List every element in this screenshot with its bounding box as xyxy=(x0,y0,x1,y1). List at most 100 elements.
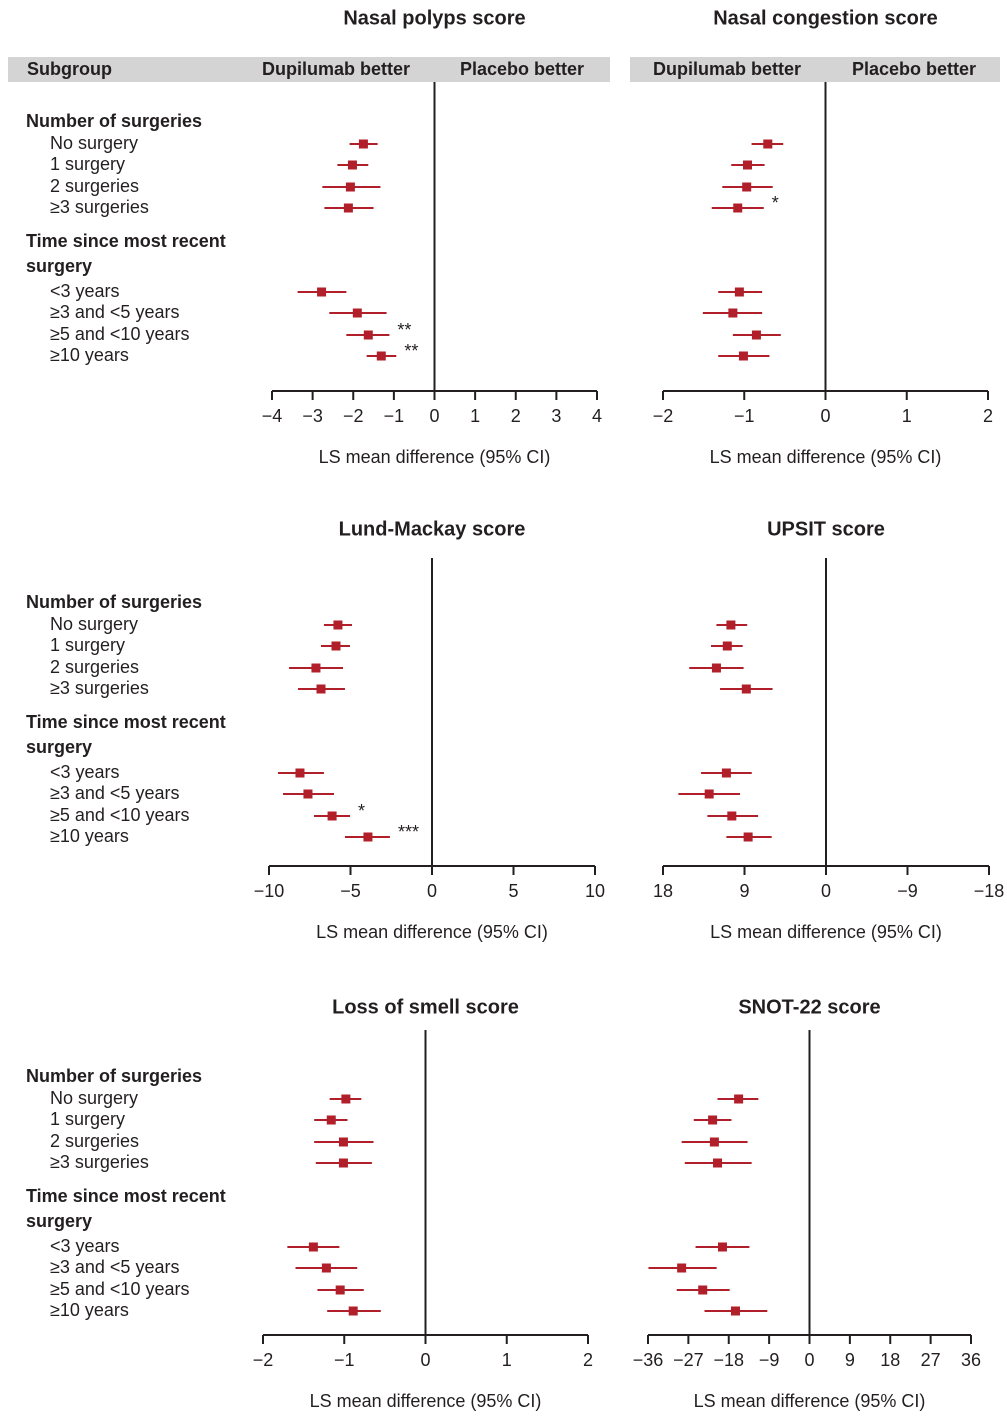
point-estimate xyxy=(763,139,773,149)
subgroup-label: ≥3 surgeries xyxy=(50,1152,149,1172)
subgroup-label: ≥5 and <10 years xyxy=(50,324,189,344)
point-estimate xyxy=(741,684,751,694)
subgroup-label: No surgery xyxy=(50,1088,138,1108)
x-axis-label: LS mean difference (95% CI) xyxy=(316,922,548,942)
point-estimate xyxy=(316,684,326,694)
point-estimate xyxy=(331,641,341,651)
point-estimate xyxy=(708,1115,718,1125)
point-estimate xyxy=(343,203,353,213)
point-estimate xyxy=(734,1094,744,1104)
point-estimate xyxy=(742,182,752,192)
chart-title: SNOT-22 score xyxy=(738,996,880,1018)
significance: * xyxy=(772,193,779,213)
x-tick-label: −27 xyxy=(673,1350,704,1370)
group-title: Number of surgeries xyxy=(26,591,203,612)
x-axis-label: LS mean difference (95% CI) xyxy=(710,447,942,467)
subgroup-label: ≥3 and <5 years xyxy=(50,1257,179,1277)
subgroup-label: <3 years xyxy=(50,281,120,301)
point-estimate xyxy=(734,287,744,297)
x-tick-label: 0 xyxy=(420,1350,430,1370)
x-tick-label: 0 xyxy=(429,406,439,426)
point-estimate xyxy=(338,1137,348,1147)
chart-title: Nasal congestion score xyxy=(713,7,938,29)
point-estimate xyxy=(348,1306,358,1316)
point-estimate xyxy=(677,1263,687,1273)
header-subgroup: Subgroup xyxy=(27,59,112,79)
point-estimate xyxy=(303,789,313,799)
x-tick-label: 1 xyxy=(902,406,912,426)
point-estimate xyxy=(352,308,362,318)
group-title: Number of surgeries xyxy=(26,1065,203,1086)
significance: ** xyxy=(404,341,418,361)
point-estimate xyxy=(347,160,357,170)
x-tick-label: 0 xyxy=(820,406,830,426)
subgroup-label: ≥3 and <5 years xyxy=(50,302,179,322)
subgroup-label: ≥10 years xyxy=(50,826,129,846)
point-estimate xyxy=(743,832,753,842)
header-right: Placebo better xyxy=(852,59,976,79)
x-axis-label: LS mean difference (95% CI) xyxy=(319,447,551,467)
subgroup-label: 2 surgeries xyxy=(50,176,139,196)
point-estimate xyxy=(321,1263,331,1273)
point-estimate xyxy=(358,139,368,149)
subgroup-label: 1 surgery xyxy=(50,1109,125,1129)
point-estimate xyxy=(338,1158,348,1168)
x-tick-label: 2 xyxy=(511,406,521,426)
x-tick-label: −2 xyxy=(653,406,674,426)
x-tick-label: 27 xyxy=(921,1350,941,1370)
subgroup-label: 2 surgeries xyxy=(50,657,139,677)
subgroup-label: 2 surgeries xyxy=(50,1131,139,1151)
significance: * xyxy=(358,801,365,821)
point-estimate xyxy=(345,182,355,192)
subgroup-label: 1 surgery xyxy=(50,154,125,174)
header-left: Dupilumab better xyxy=(262,59,410,79)
x-axis-label: LS mean difference (95% CI) xyxy=(694,1391,926,1411)
header-bar xyxy=(8,57,610,82)
subgroup-label: No surgery xyxy=(50,133,138,153)
point-estimate xyxy=(317,287,327,297)
point-estimate xyxy=(711,663,721,673)
x-tick-label: −5 xyxy=(340,881,361,901)
x-tick-label: 18 xyxy=(880,1350,900,1370)
header-left: Dupilumab better xyxy=(653,59,801,79)
subgroup-label: <3 years xyxy=(50,762,120,782)
x-tick-label: −9 xyxy=(897,881,918,901)
x-tick-label: −1 xyxy=(384,406,405,426)
subgroup-label: ≥3 surgeries xyxy=(50,197,149,217)
point-estimate xyxy=(713,1158,723,1168)
point-estimate xyxy=(743,160,752,170)
point-estimate xyxy=(311,663,321,673)
x-tick-label: 18 xyxy=(653,881,673,901)
point-estimate xyxy=(709,1137,719,1147)
point-estimate xyxy=(698,1285,708,1295)
x-axis-label: LS mean difference (95% CI) xyxy=(310,1391,542,1411)
chart-title: UPSIT score xyxy=(767,518,885,540)
point-estimate xyxy=(341,1094,351,1104)
x-tick-label: −9 xyxy=(759,1350,780,1370)
x-tick-label: −1 xyxy=(334,1350,355,1370)
subgroup-label: ≥5 and <10 years xyxy=(50,805,189,825)
header-right: Placebo better xyxy=(460,59,584,79)
significance: ** xyxy=(397,320,411,340)
point-estimate xyxy=(363,832,373,842)
subgroup-label: ≥10 years xyxy=(50,345,129,365)
chart-title: Lund-Mackay score xyxy=(339,518,526,540)
point-estimate xyxy=(721,768,731,778)
x-tick-label: −36 xyxy=(633,1350,664,1370)
x-tick-label: 3 xyxy=(551,406,561,426)
x-tick-label: −2 xyxy=(253,1350,274,1370)
point-estimate xyxy=(738,351,748,361)
x-tick-label: 1 xyxy=(470,406,480,426)
group-title: Number of surgeries xyxy=(26,110,203,131)
x-tick-label: −2 xyxy=(343,406,364,426)
point-estimate xyxy=(308,1242,318,1252)
x-tick-label: 2 xyxy=(583,1350,593,1370)
point-estimate xyxy=(733,203,743,213)
point-estimate xyxy=(717,1242,727,1252)
subgroup-label: ≥3 and <5 years xyxy=(50,783,179,803)
x-tick-label: 1 xyxy=(502,1350,512,1370)
point-estimate xyxy=(704,789,714,799)
chart-title: Nasal polyps score xyxy=(343,7,525,29)
